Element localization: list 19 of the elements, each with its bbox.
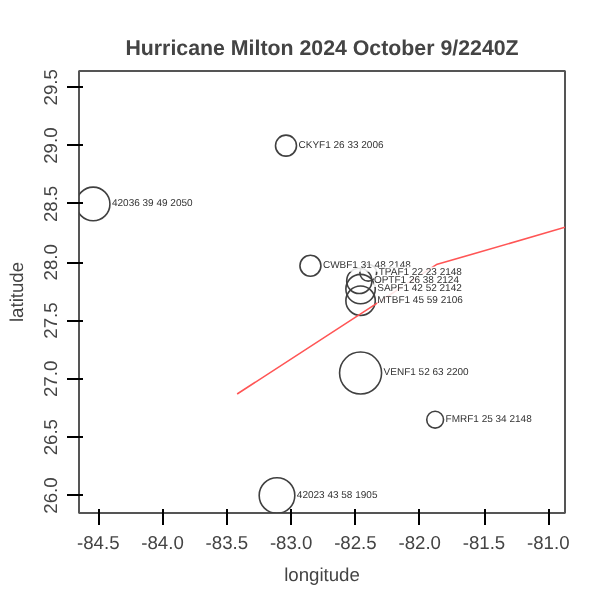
- x-tick-label: -82.0: [398, 533, 441, 553]
- y-tick-label: 28.5: [41, 185, 61, 223]
- y-tick-label: 29.0: [41, 127, 61, 164]
- chart-title: Hurricane Milton 2024 October 9/2240Z: [125, 37, 520, 61]
- y-tick-label: 29.5: [41, 69, 61, 106]
- x-axis-title: longitude: [284, 565, 360, 585]
- x-tick-label: -82.5: [334, 533, 377, 553]
- x-tick-label: -84.0: [141, 533, 184, 553]
- y-axis-title: latitude: [7, 261, 27, 323]
- y-tick-label: 27.5: [41, 302, 61, 339]
- x-tick-label: -81.0: [527, 533, 570, 553]
- x-tick-label: -83.0: [269, 533, 313, 553]
- x-tick-label: -84.5: [77, 533, 120, 553]
- y-tick-label: 26.5: [41, 419, 61, 456]
- y-tick-label: 28.0: [41, 244, 61, 281]
- x-tick-label: -81.5: [462, 533, 506, 553]
- y-tick-label: 27.0: [41, 360, 61, 398]
- x-tick-label: -83.5: [205, 533, 249, 553]
- y-tick-label: 26.0: [41, 477, 61, 514]
